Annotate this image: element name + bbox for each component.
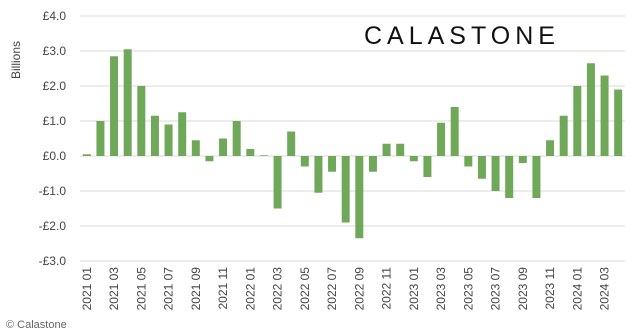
bar — [300, 156, 309, 167]
bar — [559, 115, 568, 156]
x-tick-label: 2024 03 — [598, 267, 612, 311]
bar — [232, 121, 241, 156]
bar — [382, 143, 391, 156]
y-tick-label: -£2.0 — [39, 219, 67, 233]
x-tick-label: 2022 07 — [325, 267, 339, 311]
bar — [123, 49, 132, 156]
brand-logo: CALASTONE — [364, 22, 560, 50]
bar — [396, 143, 405, 156]
bar — [137, 86, 146, 156]
x-tick-label: 2023 09 — [516, 267, 530, 311]
bar — [287, 131, 296, 156]
bar — [110, 56, 119, 156]
bar — [518, 156, 527, 163]
x-tick-label: 2023 11 — [543, 267, 557, 310]
y-tick-label: £4.0 — [43, 9, 67, 23]
x-tick-label: 2022 01 — [243, 267, 257, 311]
bar — [191, 140, 200, 156]
x-tick-label: 2021 03 — [107, 267, 121, 311]
x-tick-label: 2023 07 — [489, 267, 503, 311]
x-tick-label: 2022 05 — [298, 267, 312, 311]
y-tick-label: £0.0 — [43, 149, 67, 163]
bar — [573, 86, 582, 156]
y-tick-label: £2.0 — [43, 79, 67, 93]
bar — [341, 156, 350, 223]
credit: © Calastone — [6, 319, 67, 331]
bar — [532, 156, 541, 198]
bar — [423, 156, 432, 177]
bar — [328, 156, 337, 172]
bar — [600, 75, 609, 156]
x-tick-label: 2023 03 — [434, 267, 448, 311]
x-tick-label: 2021 07 — [162, 267, 176, 311]
bar — [314, 156, 323, 193]
y-axis-label: Billions — [9, 41, 23, 79]
bar — [205, 156, 214, 162]
x-tick-label: 2024 01 — [570, 267, 584, 311]
bar — [586, 63, 595, 156]
y-tick-label: -£1.0 — [39, 184, 67, 198]
x-tick-label: 2021 05 — [134, 267, 148, 311]
bar — [178, 112, 187, 156]
x-tick-label: 2021 09 — [189, 267, 203, 311]
bar — [219, 138, 228, 156]
y-tick-label: £3.0 — [43, 44, 67, 58]
bar — [164, 124, 173, 156]
y-tick-label: -£3.0 — [39, 254, 67, 268]
bar — [464, 156, 473, 167]
bar — [450, 107, 459, 156]
x-tick-label: 2022 09 — [352, 267, 366, 311]
bar — [614, 89, 623, 156]
bar — [368, 156, 377, 172]
bar — [96, 121, 105, 156]
bar — [546, 140, 555, 156]
x-tick-label: 2021 01 — [80, 267, 94, 311]
x-tick-label: 2022 03 — [271, 267, 285, 311]
bar — [355, 156, 364, 239]
y-tick-label: £1.0 — [43, 114, 67, 128]
x-tick-label: 2023 05 — [461, 267, 475, 311]
bar — [259, 155, 268, 156]
bar — [409, 156, 418, 162]
bar — [150, 115, 159, 156]
bar — [437, 122, 446, 156]
x-tick-label: 2021 11 — [216, 267, 230, 310]
bar — [273, 156, 282, 209]
bar — [82, 154, 91, 156]
bar — [246, 149, 255, 156]
bar — [477, 156, 486, 179]
bar — [505, 156, 514, 198]
x-tick-label: 2023 01 — [407, 267, 421, 311]
x-tick-label: 2022 11 — [380, 267, 394, 310]
bar — [491, 156, 500, 191]
